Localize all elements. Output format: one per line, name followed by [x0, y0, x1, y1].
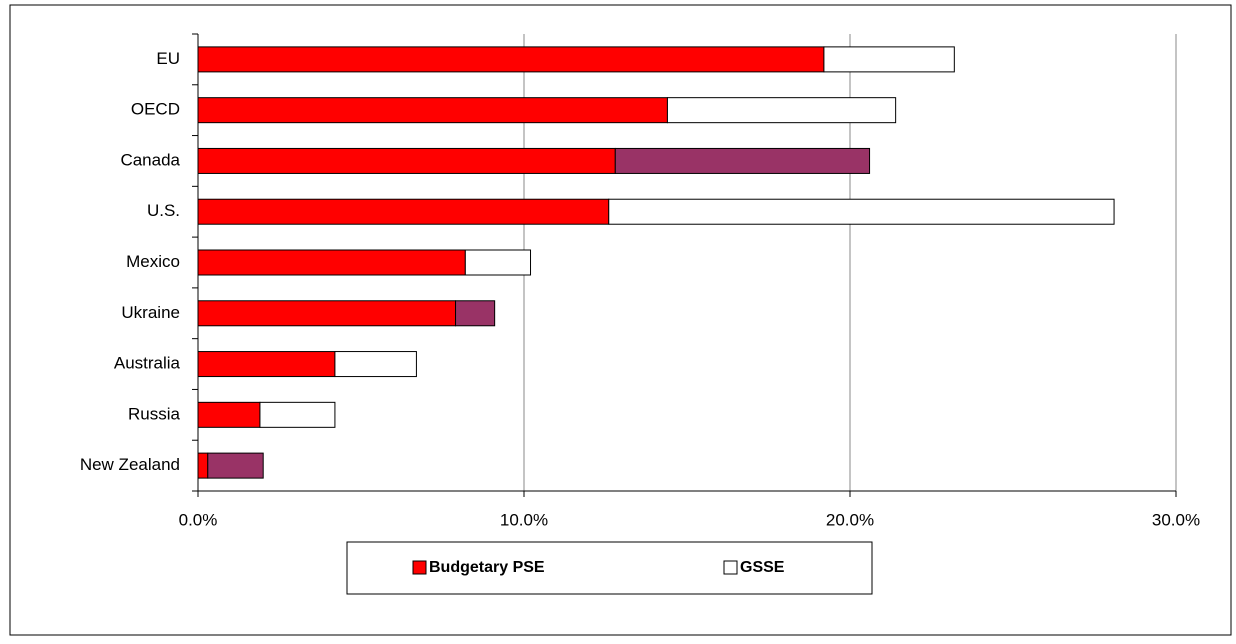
- y-tick-label: Russia: [128, 404, 181, 423]
- y-tick-label: Ukraine: [121, 303, 180, 322]
- bar-segment: [614, 147, 871, 174]
- bar-segment: [197, 97, 668, 124]
- bar-segment: [197, 452, 209, 479]
- y-tick-label: EU: [156, 49, 180, 68]
- y-tick-label: Mexico: [126, 252, 180, 271]
- y-tick-label: Australia: [114, 354, 181, 373]
- bar-segment: [608, 198, 1115, 225]
- bar-segment: [207, 452, 264, 479]
- bar-segment: [455, 300, 496, 327]
- x-tick-label: 20.0%: [826, 510, 874, 529]
- bar-segment: [197, 198, 610, 225]
- bar-segment: [197, 147, 616, 174]
- bar-segment: [197, 300, 457, 327]
- y-tick-label: OECD: [131, 100, 180, 119]
- bar-segment: [197, 401, 261, 428]
- bar-segment: [823, 46, 955, 73]
- x-tick-label: 30.0%: [1152, 510, 1200, 529]
- legend-swatch: [412, 560, 427, 575]
- bar-segment: [666, 97, 897, 124]
- legend-label: GSSE: [740, 559, 785, 576]
- bar-segment: [259, 401, 336, 428]
- y-tick-label: Canada: [120, 150, 180, 169]
- legend-swatch: [723, 560, 738, 575]
- x-tick-label: 10.0%: [500, 510, 548, 529]
- legend-label: Budgetary PSE: [429, 559, 545, 576]
- bar-segment: [334, 351, 417, 378]
- bar-segment: [464, 249, 532, 276]
- bar-segment: [197, 249, 466, 276]
- y-tick-label: U.S.: [147, 201, 180, 220]
- bar-segment: [197, 351, 336, 378]
- legend-box: [346, 541, 873, 595]
- y-tick-label: New Zealand: [80, 455, 180, 474]
- bar-segment: [197, 46, 825, 73]
- x-tick-label: 0.0%: [179, 510, 218, 529]
